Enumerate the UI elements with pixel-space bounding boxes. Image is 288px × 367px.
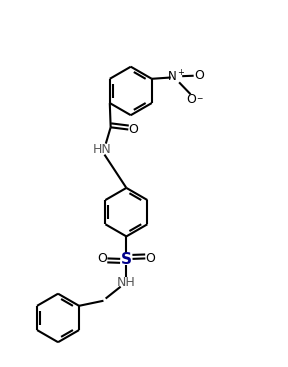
- Text: O: O: [129, 123, 139, 136]
- Text: O: O: [187, 93, 196, 106]
- Text: O: O: [97, 252, 107, 265]
- Text: $^-$: $^-$: [195, 97, 204, 107]
- Text: O: O: [194, 69, 204, 82]
- Text: $\mathregular{N}^+$: $\mathregular{N}^+$: [167, 69, 185, 84]
- Text: HN: HN: [92, 143, 111, 156]
- Text: NH: NH: [117, 276, 136, 289]
- Text: O: O: [146, 252, 156, 265]
- Text: S: S: [121, 252, 132, 267]
